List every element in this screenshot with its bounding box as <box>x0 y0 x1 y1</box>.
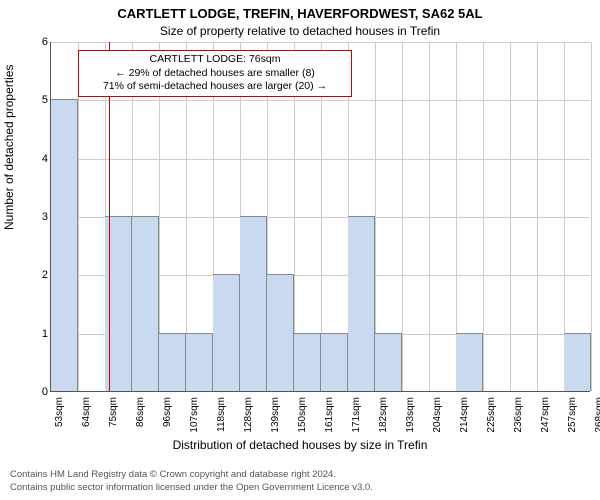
x-tick-label: 247sqm <box>540 397 551 433</box>
x-tick-label: 150sqm <box>297 397 308 433</box>
footer-text: Contains HM Land Registry data © Crown c… <box>10 469 373 494</box>
y-tick-label: 0 <box>42 386 48 398</box>
x-tick-label: 107sqm <box>189 397 200 433</box>
x-axis-label: Distribution of detached houses by size … <box>0 438 600 452</box>
gridline-v <box>537 42 538 391</box>
histogram-bar <box>240 216 267 391</box>
x-tick-label: 118sqm <box>216 397 227 432</box>
histogram-bar <box>213 274 240 391</box>
y-tick-label: 4 <box>42 153 48 165</box>
x-tick-label: 86sqm <box>135 397 146 427</box>
x-tick-label: 75sqm <box>108 397 119 427</box>
histogram-bar <box>159 333 186 391</box>
x-tick-label: 128sqm <box>243 397 254 433</box>
annotation-line-3: 71% of semi-detached houses are larger (… <box>85 80 345 94</box>
annotation-box: CARTLETT LODGE: 76sqm← 29% of detached h… <box>78 50 352 97</box>
histogram-bar <box>348 216 375 391</box>
histogram-bar <box>375 333 402 391</box>
histogram-bar <box>132 216 159 391</box>
x-tick-label: 96sqm <box>162 397 173 427</box>
histogram-bar <box>51 99 78 391</box>
chart-title-2: Size of property relative to detached ho… <box>0 24 600 38</box>
x-tick-label: 64sqm <box>81 397 92 427</box>
annotation-line-2: ← 29% of detached houses are smaller (8) <box>85 67 345 81</box>
histogram-bar <box>321 333 348 391</box>
y-tick-label: 3 <box>42 211 48 223</box>
x-tick-label: 268sqm <box>594 397 600 433</box>
y-tick-label: 5 <box>42 94 48 106</box>
chart-title-1: CARTLETT LODGE, TREFIN, HAVERFORDWEST, S… <box>0 6 600 21</box>
x-tick-label: 171sqm <box>351 397 362 433</box>
histogram-bar <box>267 274 294 391</box>
x-tick-label: 257sqm <box>567 397 578 433</box>
histogram-bar <box>186 333 213 391</box>
histogram-bar <box>456 333 483 391</box>
gridline-v <box>429 42 430 391</box>
gridline-v <box>591 42 592 391</box>
gridline-v <box>483 42 484 391</box>
x-tick-label: 53sqm <box>54 397 65 427</box>
gridline-v <box>402 42 403 391</box>
x-tick-label: 204sqm <box>432 397 443 433</box>
y-tick-label: 2 <box>42 269 48 281</box>
x-tick-label: 139sqm <box>270 397 281 433</box>
y-tick-label: 1 <box>42 328 48 340</box>
y-tick-label: 6 <box>42 36 48 48</box>
x-tick-label: 225sqm <box>486 397 497 433</box>
histogram-bar <box>294 333 321 391</box>
x-tick-label: 214sqm <box>459 397 470 433</box>
x-tick-label: 236sqm <box>513 397 524 433</box>
x-tick-label: 161sqm <box>324 397 335 433</box>
histogram-bar <box>564 333 591 391</box>
gridline-v <box>510 42 511 391</box>
footer-line-1: Contains HM Land Registry data © Crown c… <box>10 469 373 481</box>
y-axis-label: Number of detached properties <box>2 65 16 230</box>
x-tick-label: 193sqm <box>405 397 416 433</box>
footer-line-2: Contains public sector information licen… <box>10 482 373 494</box>
x-tick-label: 182sqm <box>378 397 389 433</box>
annotation-line-1: CARTLETT LODGE: 76sqm <box>85 53 345 67</box>
